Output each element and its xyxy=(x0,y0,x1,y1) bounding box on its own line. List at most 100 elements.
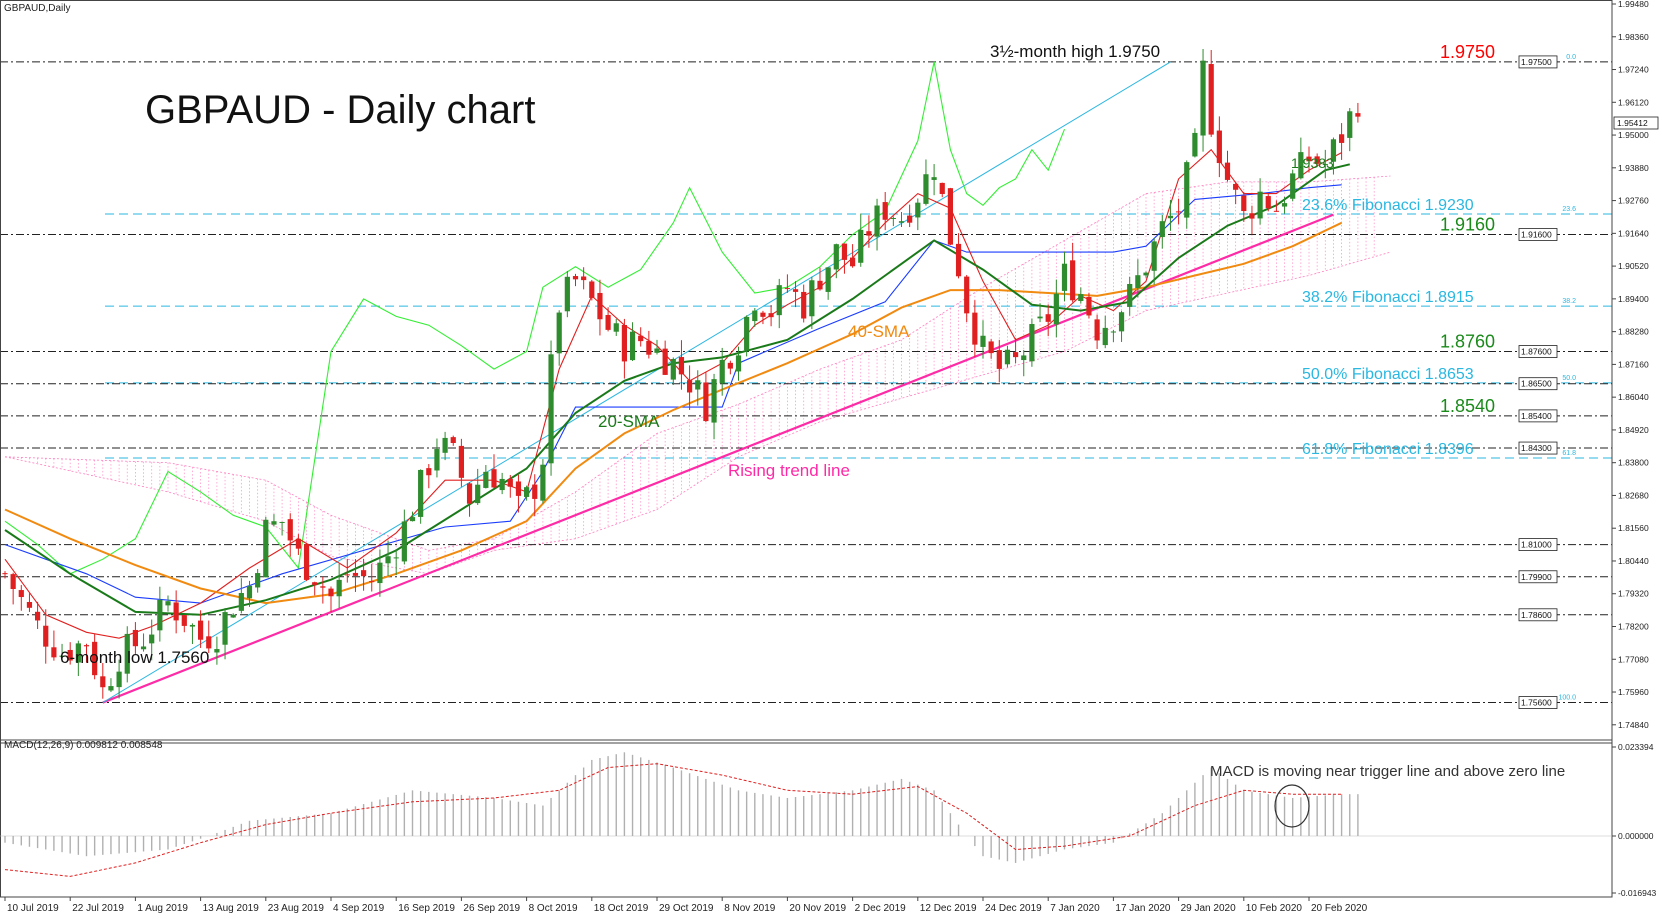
price-tick-label: 1.93880 xyxy=(1618,163,1649,173)
candle-body xyxy=(214,649,220,653)
candle-body xyxy=(385,556,391,564)
price-tick-label: 1.89400 xyxy=(1618,294,1649,304)
time-tick-label: 17 Jan 2020 xyxy=(1115,903,1170,914)
candle-body xyxy=(1013,352,1019,358)
fib-percent-label: 61.8 xyxy=(1562,450,1576,457)
candle-body xyxy=(646,340,652,355)
time-tick-label: 16 Sep 2019 xyxy=(398,903,455,914)
time-tick-label: 29 Oct 2019 xyxy=(659,903,714,914)
candle-body xyxy=(752,310,758,322)
candle-body xyxy=(344,574,350,576)
level-price-box xyxy=(1518,409,1558,423)
candle-body xyxy=(1265,196,1271,209)
candle-body xyxy=(760,312,766,317)
candle-body xyxy=(825,267,831,292)
macd-tick-label: -0.016943 xyxy=(1618,888,1657,898)
chikou-span-line xyxy=(4,61,1066,575)
candle-body xyxy=(1061,263,1068,291)
candle-body xyxy=(703,382,709,422)
price-tick-label: 1.86040 xyxy=(1618,392,1649,402)
price-tick-label: 1.78200 xyxy=(1618,621,1649,631)
macd-highlight-circle xyxy=(1274,784,1310,828)
candle-body xyxy=(140,646,147,650)
level-price-box-text: 1.87600 xyxy=(1521,347,1552,357)
time-tick-label: 20 Feb 2020 xyxy=(1311,903,1368,914)
candle-body xyxy=(434,449,440,471)
sma20-line xyxy=(4,163,1351,616)
candle-body xyxy=(556,312,562,354)
candle-body xyxy=(1110,331,1116,333)
candle-body xyxy=(1339,134,1345,143)
candle-body xyxy=(35,611,41,621)
candle-body xyxy=(255,573,261,588)
candle-body xyxy=(1151,241,1157,271)
candle-body xyxy=(100,676,106,688)
level-price-box xyxy=(1518,608,1558,622)
candle-body xyxy=(621,324,627,362)
candle-body xyxy=(279,521,285,523)
candle-body xyxy=(377,562,383,584)
candle-body xyxy=(499,478,505,491)
candle-body xyxy=(124,633,130,674)
candle-body xyxy=(1314,156,1320,164)
time-tick-label: 29 Jan 2020 xyxy=(1181,903,1236,914)
candle-body xyxy=(1029,324,1035,362)
candle-body xyxy=(898,221,905,223)
candle-body xyxy=(1070,260,1076,301)
candle-body xyxy=(483,471,489,488)
candle-body xyxy=(491,469,497,488)
candle-body xyxy=(638,335,644,342)
candle-body xyxy=(972,312,978,345)
candle-body xyxy=(735,355,742,372)
price-tick-label: 1.98360 xyxy=(1618,32,1649,42)
candle-body xyxy=(1004,349,1011,365)
candle-body xyxy=(157,599,163,631)
candle-body xyxy=(923,174,929,204)
candle-body xyxy=(589,281,595,298)
tenkan-value-label: 1.9383 xyxy=(1291,155,1334,171)
candle-body xyxy=(401,521,407,562)
time-tick-label: 12 Dec 2019 xyxy=(920,903,977,914)
candle-body xyxy=(515,481,522,496)
level-price-box xyxy=(1518,55,1558,69)
candle-body xyxy=(320,586,326,588)
candle-body xyxy=(915,202,921,218)
candle-body xyxy=(1224,162,1231,180)
candle-body xyxy=(564,276,570,312)
candle-body xyxy=(75,643,81,663)
candle-body xyxy=(426,468,432,476)
candle-body xyxy=(670,359,676,380)
current-price-box xyxy=(1613,116,1659,130)
macd-panel: 0.023394 0.000000 -0.016943 xyxy=(0,742,1657,898)
high-annotation: 3½-month high 1.9750 xyxy=(990,42,1160,61)
chart-title: GBPAUD - Daily chart xyxy=(145,88,535,132)
time-tick-label: 13 Aug 2019 xyxy=(203,903,260,914)
candle-body xyxy=(784,288,790,290)
candle-body xyxy=(287,519,293,541)
price-tick-label: 1.84920 xyxy=(1618,425,1649,435)
candle-body xyxy=(792,289,799,292)
candle-body xyxy=(336,579,342,597)
fib-percent-label: 50.0 xyxy=(1562,375,1576,382)
time-tick-label: 24 Dec 2019 xyxy=(985,903,1042,914)
candle-body xyxy=(581,276,587,281)
level-label: 1.8540 xyxy=(1440,396,1495,416)
candle-body xyxy=(1290,173,1296,199)
rising-trend-line xyxy=(102,213,1334,704)
candle-body xyxy=(295,538,301,549)
candle-body xyxy=(263,519,269,578)
candle-body xyxy=(1078,294,1084,301)
candle-body xyxy=(165,601,171,606)
candle-body xyxy=(890,218,896,220)
candle-body xyxy=(1233,183,1239,190)
price-tick-label: 1.92760 xyxy=(1618,196,1649,206)
price-tick-label: 1.80440 xyxy=(1618,556,1649,566)
time-tick-label: 8 Oct 2019 xyxy=(529,903,578,914)
candle-body xyxy=(1306,156,1312,162)
candle-body xyxy=(572,276,579,280)
candle-body xyxy=(1298,152,1304,179)
key-levels: 1.9750 1.97500 23.6% Fibonacci 1.9230 23.6 1… xyxy=(0,42,1612,709)
time-tick-label: 1 Aug 2019 xyxy=(137,903,188,914)
candle-body xyxy=(744,316,750,351)
